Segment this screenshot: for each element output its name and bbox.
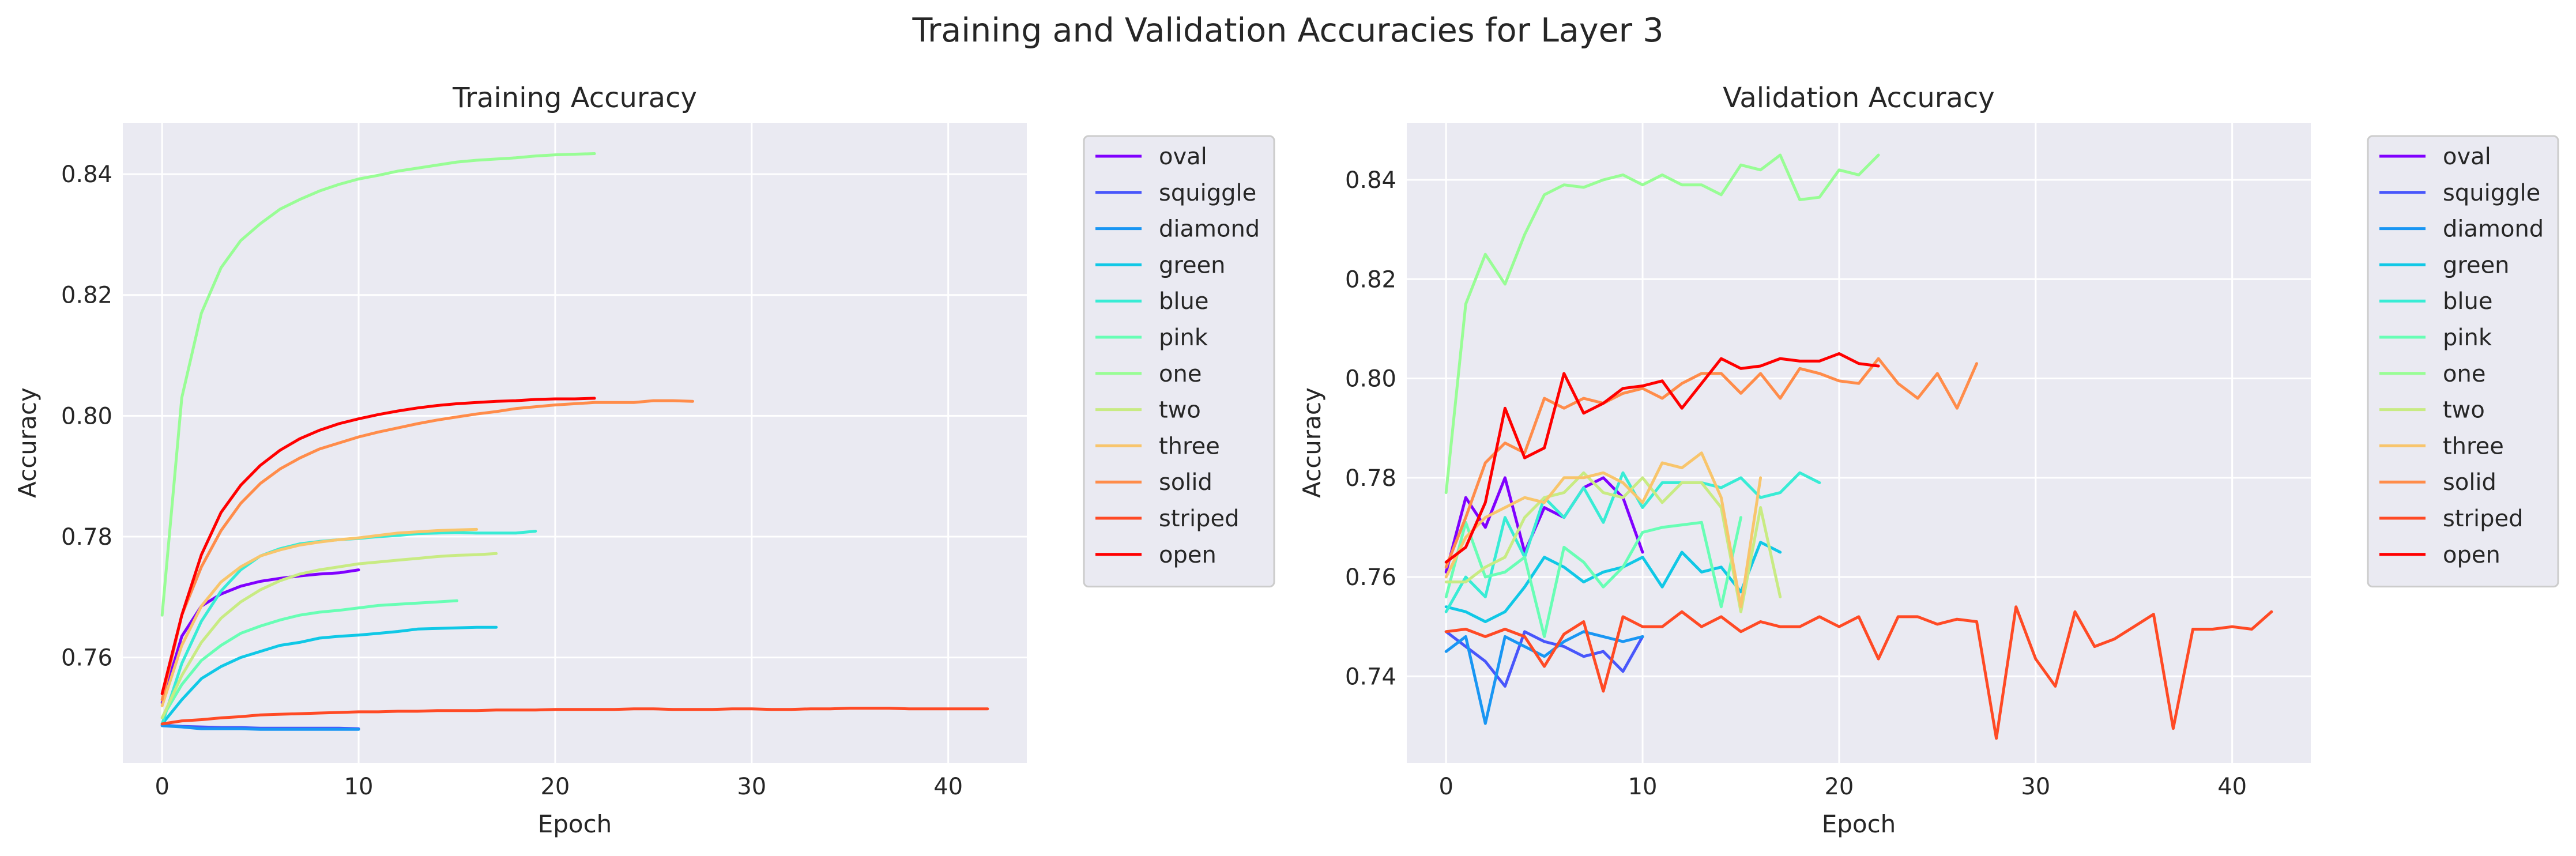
validation-x-axis-label: Epoch [1822,810,1896,838]
validation-series-line-squiggle [1444,630,1644,688]
validation-y-tick-label: 0.76 [1345,564,1396,591]
training-legend-box [1083,135,1275,588]
training-legend-label: striped [1159,506,1239,532]
validation-legend-label: blue [2443,288,2492,315]
training-tick-labels: 0 10 20 30 40 0.76 0.78 0.80 0.82 0.84 [61,161,963,800]
validation-series-line-solid [1444,357,1978,569]
training-x-tick-label: 20 [540,774,570,800]
training-legend-label: solid [1159,469,1212,496]
validation-legend-label: three [2443,433,2504,459]
training-legend-label: pink [1159,325,1208,351]
validation-y-axis-label: Accuracy [1298,387,1326,498]
training-y-axis-label: Accuracy [13,387,42,498]
training-x-tick-label: 10 [344,774,374,800]
validation-y-tick-label: 0.84 [1345,167,1396,194]
training-series-line-striped [160,707,989,726]
training-legend: oval squiggle diamond green blue pink one two th… [1083,135,1275,588]
validation-tick-labels: 0 10 20 30 40 0.74 0.76 0.78 0.80 0.82 0.84 [1345,167,2247,800]
validation-series-line-one [1444,153,1880,495]
validation-legend-label: two [2443,397,2485,424]
validation-legend-label: striped [2443,506,2523,532]
validation-legend-label: solid [2443,469,2496,496]
training-x-tick-label: 40 [933,774,963,800]
validation-y-tick-label: 0.78 [1345,465,1396,492]
validation-series-line-two [1444,471,1782,613]
validation-x-tick-label: 0 [1438,774,1453,800]
training-legend-label: oval [1159,144,1207,170]
training-series-line-three [160,527,479,707]
training-title: Training Accuracy [452,82,697,114]
validation-series-line-pink [1444,516,1742,638]
training-legend-label: open [1159,542,1217,568]
training-legend-label: three [1159,433,1220,459]
validation-series-line-diamond [1444,630,1644,725]
validation-x-tick-label: 10 [1628,774,1658,800]
validation-legend-label: pink [2443,325,2492,351]
training-legend-label: two [1159,397,1201,424]
validation-title: Validation Accuracy [1723,82,1994,114]
validation-chart: 0 10 20 30 40 0.74 0.76 0.78 0.80 0.82 0.84 Valida… [1298,82,2559,838]
training-y-tick-label: 0.80 [61,403,112,429]
validation-y-tick-label: 0.80 [1345,366,1396,393]
validation-y-tick-label: 0.74 [1345,663,1396,690]
training-series-line-two [160,552,498,719]
validation-x-tick-label: 30 [2021,774,2050,800]
training-series-line-one [160,152,596,617]
validation-legend-label: squiggle [2443,180,2540,206]
validation-series-line-open [1444,352,1880,564]
training-series-line-open [160,397,596,695]
training-x-tick-label: 0 [155,774,169,800]
validation-legend-label: oval [2443,144,2491,170]
training-legend-label: one [1159,361,1202,387]
validation-plot-area [1407,123,2311,763]
validation-x-tick-label: 40 [2217,774,2247,800]
training-chart: 0 10 20 30 40 0.76 0.78 0.80 0.82 0.84 Training A… [13,82,1275,838]
validation-series-line-three [1444,451,1762,609]
training-series-line-diamond [160,724,360,731]
validation-series-line-striped [1444,605,2273,740]
validation-legend-box [2367,135,2559,588]
training-y-tick-label: 0.84 [61,161,112,188]
training-legend-label: squiggle [1159,180,1256,206]
validation-legend-label: one [2443,361,2485,387]
validation-legend-label: green [2443,252,2510,278]
validation-legend-label: diamond [2443,216,2544,243]
validation-series-lines [1444,153,2273,740]
training-series-line-solid [160,399,694,702]
training-legend-label: blue [1159,288,1208,315]
training-plot-area [123,123,1027,763]
training-legend-label: diamond [1159,216,1260,243]
training-y-tick-label: 0.78 [61,524,112,550]
validation-gridlines [1407,123,2311,763]
validation-series-line-green [1444,541,1782,623]
figure-suptitle: Training and Validation Accuracies for L… [912,12,1664,50]
validation-y-tick-label: 0.82 [1345,266,1396,293]
training-x-tick-label: 30 [737,774,766,800]
training-series-line-green [160,625,498,726]
training-gridlines [123,123,1027,763]
validation-legend-label: open [2443,542,2500,568]
training-series-lines [160,152,989,731]
training-series-line-pink [160,599,458,719]
training-y-tick-label: 0.82 [61,282,112,309]
training-x-axis-label: Epoch [538,810,612,838]
validation-x-tick-label: 20 [1824,774,1854,800]
training-legend-label: green [1159,252,1226,278]
training-y-tick-label: 0.76 [61,645,112,672]
validation-legend: oval squiggle diamond green blue pink one two th… [2367,135,2559,588]
